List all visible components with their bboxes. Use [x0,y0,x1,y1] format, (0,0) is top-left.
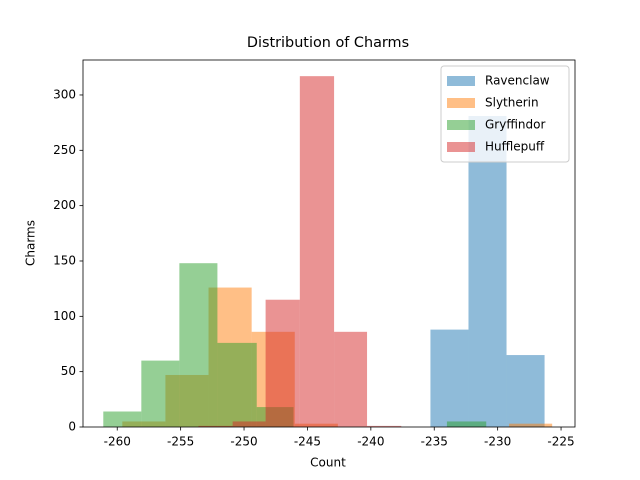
histogram-bar [506,355,545,427]
legend-label: Slytherin [485,96,539,110]
histogram-bar [430,329,469,427]
histogram-bar [299,76,335,427]
legend-swatch [447,76,475,86]
x-tick-label: -235 [421,435,448,449]
histogram-bar [265,299,300,427]
y-tick-label: 200 [53,198,76,212]
histogram-bar [217,342,257,427]
y-tick-label: 300 [53,87,76,101]
histogram-bar [232,421,266,427]
histogram-bar [179,263,218,427]
histogram-bar [446,421,487,427]
x-tick-label: -225 [547,435,574,449]
legend-label: Hufflepuff [485,140,545,154]
histogram-bar [334,331,368,427]
y-tick-label: 100 [53,309,76,323]
y-tick-label: 0 [68,420,76,434]
y-tick-label: 50 [61,364,76,378]
x-tick-label: -230 [484,435,511,449]
x-tick-label: -245 [294,435,321,449]
legend-swatch [447,98,475,108]
legend-label: Ravenclaw [485,74,550,88]
histogram-bar [468,116,507,428]
x-tick-label: -240 [357,435,384,449]
histogram-bar [509,423,553,427]
y-axis-label: Charms [24,220,38,266]
x-tick-label: -260 [104,435,131,449]
histogram-bar [103,411,142,427]
plot-frame [82,59,576,428]
legend-box [440,65,570,163]
x-axis-label: Count [310,456,346,470]
y-tick-label: 150 [53,253,76,267]
legend-label: Gryffindor [485,118,546,132]
histogram-bar [141,360,180,427]
x-tick-label: -255 [167,435,194,449]
legend-swatch [447,142,475,152]
y-tick-label: 250 [53,143,76,157]
x-tick-label: -250 [230,435,257,449]
chart-title: Distribution of Charms [247,35,409,51]
histogram-bar [367,425,402,427]
histogram-bar [198,425,233,427]
legend-swatch [447,120,475,130]
